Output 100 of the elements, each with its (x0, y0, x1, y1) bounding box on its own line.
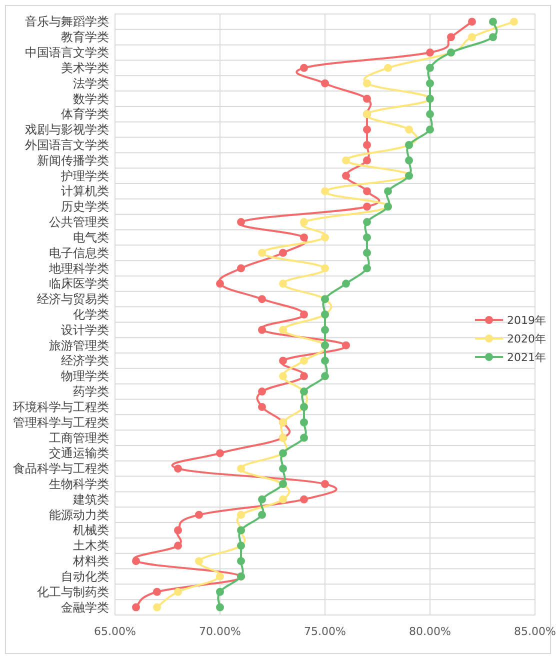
point (258, 402, 266, 411)
point (363, 233, 371, 242)
point (216, 280, 224, 288)
point (279, 280, 287, 288)
x-tick-label: 80.00% (409, 625, 451, 638)
point (300, 356, 308, 365)
y-tick-label: 金融学类 (61, 600, 109, 614)
point (279, 495, 287, 504)
y-tick-label: 工商管理类 (49, 430, 109, 445)
point (363, 140, 371, 149)
x-tick-label: 85.00% (514, 625, 556, 638)
y-tick-label: 历史学类 (61, 200, 109, 214)
y-tick-label: 设计学类 (61, 322, 109, 337)
y-tick-label: 食品科学与工程类 (13, 462, 109, 476)
y-tick-label: 化工与制药类 (37, 584, 109, 599)
y-tick-label: 生物科学类 (49, 477, 109, 492)
y-tick-label: 地理科学类 (48, 261, 109, 276)
point (342, 156, 350, 164)
point (153, 603, 161, 612)
point (363, 94, 371, 103)
point (237, 218, 245, 226)
point (384, 187, 392, 196)
point (468, 33, 476, 42)
point (489, 18, 497, 26)
y-tick-label: 电气类 (73, 230, 109, 244)
y-tick-label: 公共管理类 (49, 215, 109, 230)
y-tick-label: 旅游管理类 (49, 338, 109, 352)
y-tick-label: 计算机类 (61, 184, 109, 198)
y-tick-label: 电子信息类 (49, 246, 109, 260)
point (342, 172, 350, 180)
point (153, 588, 161, 596)
point (132, 557, 140, 566)
y-tick-label: 外国语言文学类 (25, 138, 109, 152)
y-tick-label: 护理学类 (60, 168, 109, 183)
point (279, 464, 287, 473)
point (258, 388, 266, 396)
y-tick-label: 音乐与舞蹈学类 (25, 14, 109, 29)
point (363, 79, 371, 88)
point (363, 187, 371, 196)
y-tick-label: 美术学类 (61, 60, 109, 75)
y-tick-label: 经济学类 (61, 354, 109, 368)
y-tick-label: 能源动力类 (49, 508, 109, 522)
y-tick-label: 药学类 (73, 384, 109, 399)
point (300, 218, 308, 226)
y-tick-label: 新闻传播学类 (37, 153, 109, 168)
point (174, 588, 182, 596)
point (237, 510, 245, 519)
point (258, 495, 266, 504)
point (426, 64, 434, 72)
y-tick-label: 经济与贸易类 (37, 292, 109, 306)
x-tick-label: 75.00% (304, 625, 346, 638)
point (216, 603, 224, 612)
y-tick-label: 中国语言文学类 (25, 46, 109, 60)
point (258, 326, 266, 334)
point (237, 464, 245, 473)
point (321, 79, 329, 88)
y-tick-label: 土木类 (73, 538, 109, 553)
legend-label: 2020年 (507, 332, 546, 346)
point (216, 449, 224, 458)
x-tick-label: 65.00% (94, 625, 136, 638)
point (342, 341, 350, 350)
point (174, 464, 182, 473)
point (195, 557, 203, 566)
point (300, 233, 308, 242)
y-tick-label: 法学类 (73, 76, 109, 90)
y-tick-label: 物理学类 (61, 369, 109, 384)
point (426, 126, 434, 134)
point (258, 295, 266, 304)
y-tick-label: 管理科学与工程类 (13, 415, 109, 430)
y-tick-label: 环境科学与工程类 (13, 400, 109, 414)
y-tick-label: 临床医学类 (49, 276, 109, 291)
y-tick-label: 体育学类 (61, 107, 109, 122)
point (300, 434, 308, 442)
x-tick-label: 70.00% (199, 625, 241, 638)
point (468, 18, 476, 26)
point (321, 372, 329, 380)
legend-label: 2021年 (507, 351, 546, 364)
point (321, 264, 329, 272)
y-tick-label: 数学类 (73, 92, 109, 106)
point (258, 248, 266, 257)
point (279, 248, 287, 257)
point (237, 557, 245, 566)
point (279, 326, 287, 334)
y-tick-label: 戏剧与影视学类 (25, 122, 109, 137)
point (132, 603, 140, 612)
point (489, 33, 497, 42)
y-tick-label: 化学类 (73, 308, 109, 322)
point (237, 264, 245, 272)
point (363, 126, 371, 134)
point (195, 510, 203, 519)
y-tick-label: 材料类 (72, 554, 109, 568)
point (426, 79, 434, 88)
point (321, 233, 329, 242)
point (321, 326, 329, 334)
legend-label: 2019年 (507, 314, 546, 327)
point (321, 187, 329, 196)
point (174, 542, 182, 550)
point (426, 48, 434, 57)
point (279, 372, 287, 380)
y-tick-label: 建筑类 (72, 492, 109, 506)
